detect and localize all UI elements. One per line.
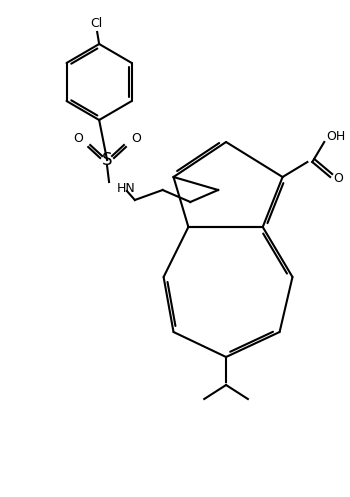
Text: S: S — [102, 151, 112, 169]
Text: HN: HN — [117, 181, 136, 194]
Text: O: O — [74, 133, 83, 146]
Text: Cl: Cl — [90, 17, 102, 30]
Text: O: O — [333, 172, 343, 185]
Text: OH: OH — [326, 131, 345, 144]
Text: O: O — [131, 133, 141, 146]
